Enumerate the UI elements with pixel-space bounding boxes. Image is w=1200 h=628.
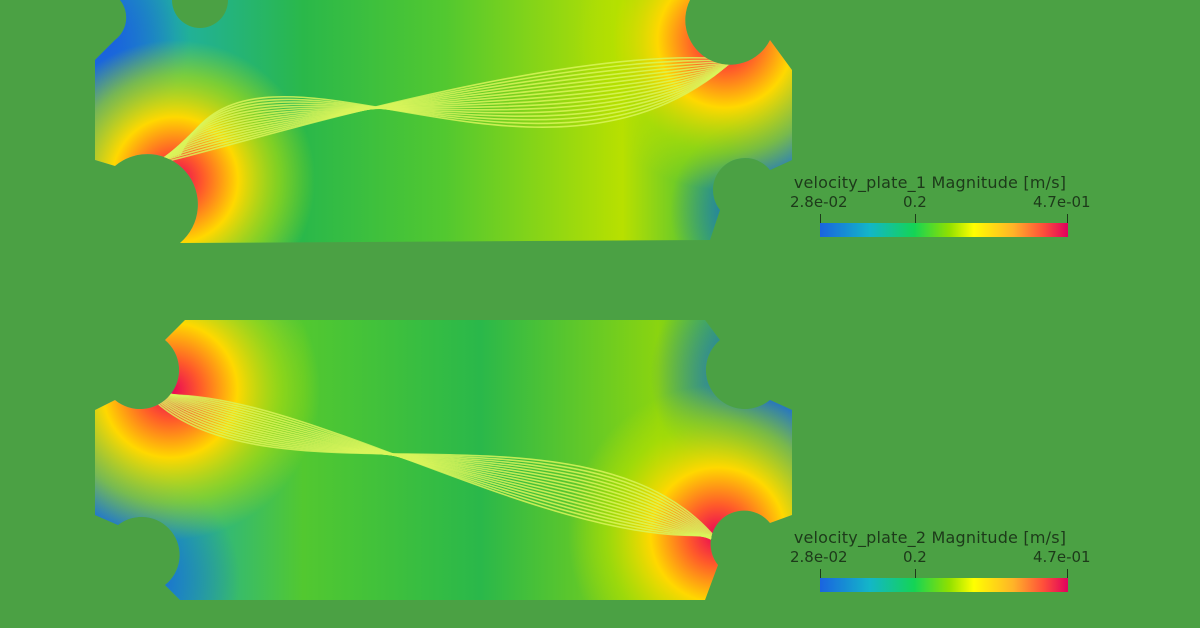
plate-2-colorbar: velocity_plate_2 Magnitude [m/s] 2.8e-02…	[780, 528, 1091, 608]
streamline	[157, 390, 717, 542]
colorbar-title: velocity_plate_2 Magnitude [m/s]	[793, 528, 1067, 547]
colorbar-gradient	[820, 578, 1068, 592]
colorbar-tick-mid	[915, 214, 916, 225]
colorbar-title: velocity_plate_1 Magnitude [m/s]	[793, 173, 1067, 192]
colorbar-mid-label: 0.2	[903, 193, 927, 211]
plate-1-velocity-field	[95, 0, 792, 243]
plate-1-colorbar: velocity_plate_1 Magnitude [m/s] 2.8e-02…	[780, 173, 1091, 253]
streamline	[139, 384, 726, 551]
colorbar-tick-mid	[915, 569, 916, 580]
colorbar-tick-min	[820, 569, 821, 580]
streamline	[147, 387, 722, 547]
streamline	[169, 394, 711, 537]
streamline	[153, 388, 719, 544]
streamline	[151, 388, 720, 545]
colorbar-tick-max	[1067, 214, 1068, 225]
streamline	[143, 385, 724, 549]
streamline	[149, 387, 721, 546]
colorbar-tick-min	[820, 214, 821, 225]
plate-2-velocity-field	[95, 320, 792, 600]
colorbar-tick-max	[1067, 569, 1068, 580]
streamline	[179, 74, 716, 156]
streamline	[141, 385, 725, 550]
colorbar-min-label: 2.8e-02	[790, 193, 848, 211]
streamline	[155, 389, 718, 543]
streamline	[145, 386, 723, 548]
colorbar-max-label: 4.7e-01	[1033, 548, 1091, 566]
colorbar-mid-label: 0.2	[903, 548, 927, 566]
colorbar-gradient	[820, 223, 1068, 237]
colorbar-min-label: 2.8e-02	[790, 548, 848, 566]
plate-1-streamlines	[149, 56, 736, 166]
colorbar-max-label: 4.7e-01	[1033, 193, 1091, 211]
plate-2-streamlines	[139, 384, 726, 551]
